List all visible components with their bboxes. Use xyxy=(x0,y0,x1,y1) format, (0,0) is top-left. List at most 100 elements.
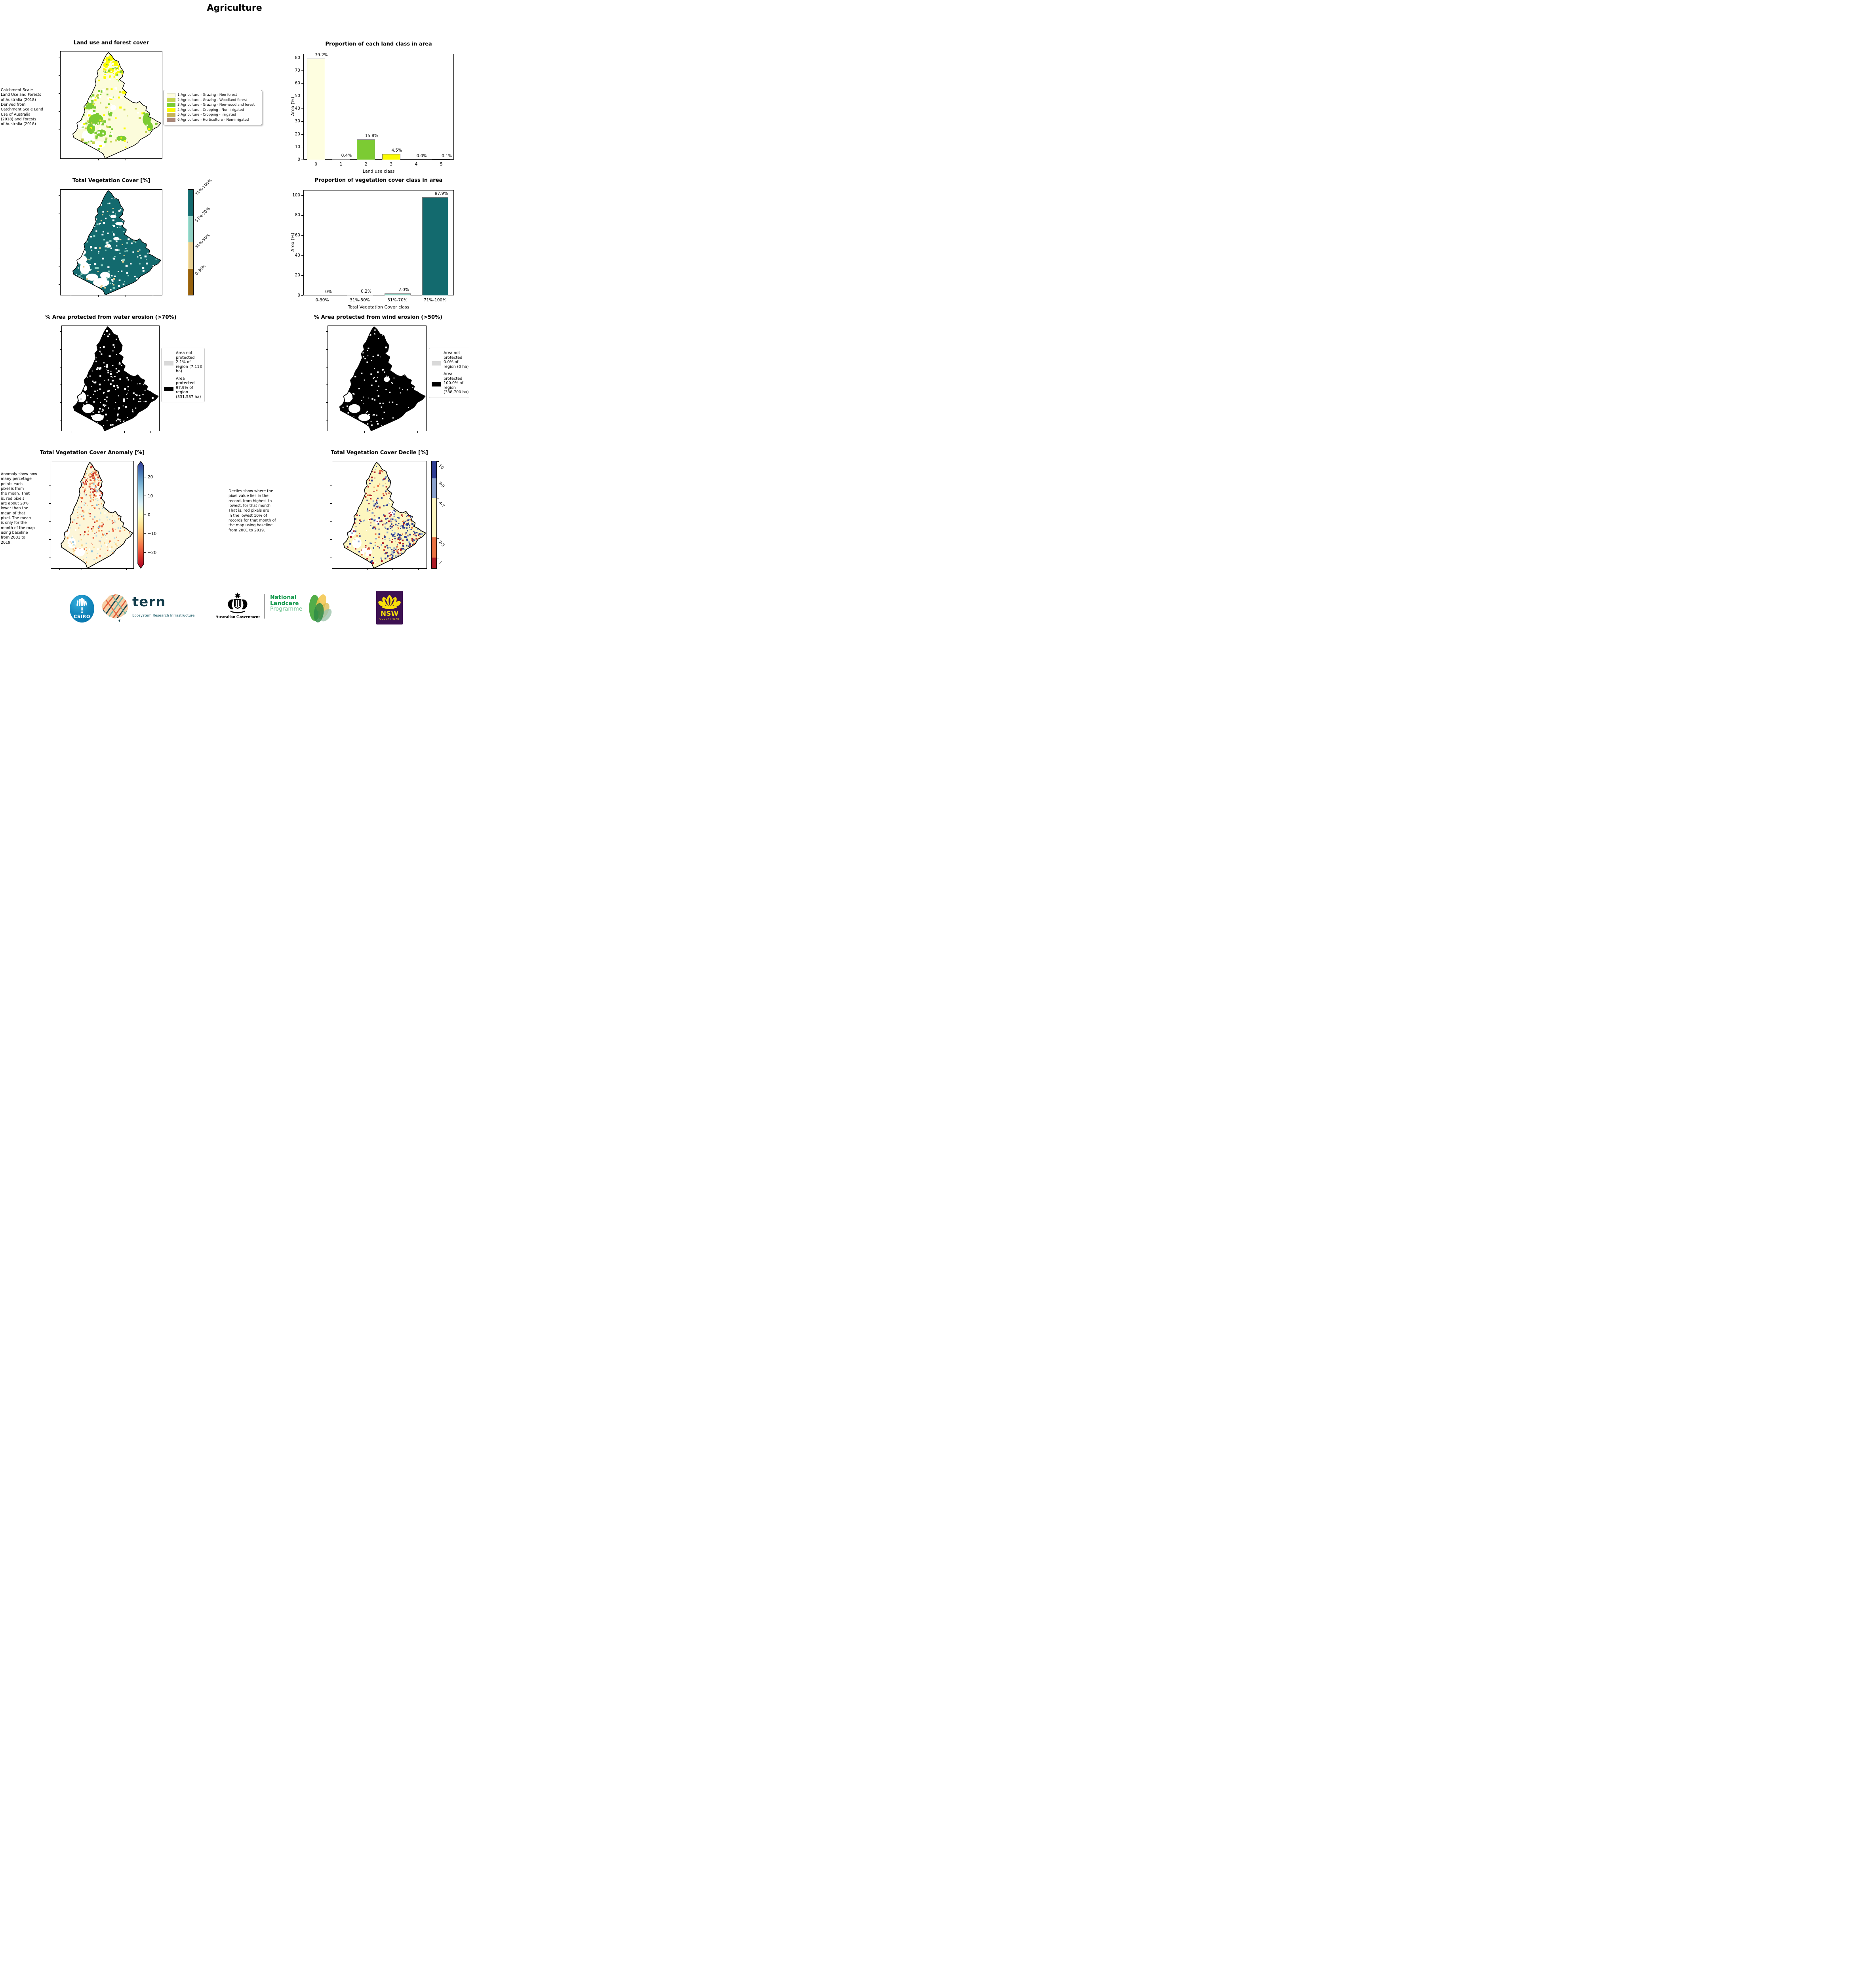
wind-erosion-map xyxy=(326,326,427,433)
y-tick-label: 60 xyxy=(295,80,300,86)
colorbar-segment xyxy=(188,216,193,242)
y-tick-label: 70 xyxy=(295,68,300,73)
y-tick-label: 80 xyxy=(295,213,300,218)
chart-title: Proportion of vegetation cover class in … xyxy=(314,177,443,183)
bar xyxy=(307,59,325,160)
landcare-leaves-icon xyxy=(309,594,332,623)
legend-swatch xyxy=(167,112,175,117)
map-xtick xyxy=(364,431,365,433)
legend-item: Area protected 97.9% of region (331,587 … xyxy=(164,377,202,400)
y-tick-label: 40 xyxy=(295,106,300,111)
tern-subtitle: Ecosystem Research Infrastructure xyxy=(132,614,195,618)
nsw-waratah-icon xyxy=(378,595,401,609)
bar-value-label: 97.9% xyxy=(434,191,448,196)
x-tick-label: 71%-100% xyxy=(423,298,447,303)
land-use-legend: 1 Agriculture - Grazing - Non forest 2 Ag… xyxy=(163,90,262,125)
bar xyxy=(332,159,350,160)
x-tick-label: 51%-70% xyxy=(387,298,408,303)
y-tick-label: 60 xyxy=(295,233,300,238)
y-axis-label: Area (%) xyxy=(290,97,295,116)
legend-item: 4 Agriculture - Cropping - Non-irrigated xyxy=(167,108,259,112)
nsw-logo: NSW GOVERNMENT xyxy=(376,591,403,624)
x-tick-label: 1 xyxy=(339,162,343,167)
map-decile-svg xyxy=(332,461,427,568)
colorbar-segment xyxy=(432,537,436,558)
legend-swatch xyxy=(432,361,441,366)
legend-label: Area not protected 0.0% of region (0 ha) xyxy=(444,351,469,369)
colorbar-label: 2-3 xyxy=(438,540,446,548)
legend-item: 6 Agriculture - Horticulture - Non-irrig… xyxy=(167,118,259,122)
veg-cover-map xyxy=(59,189,162,297)
tern-wordmark: tern xyxy=(132,594,166,610)
chart-title: Proportion of each land class in area xyxy=(325,41,432,47)
bar-value-label: 0.0% xyxy=(416,154,427,158)
anomaly-colorbar-svg: 20 10 0 −10 −20 xyxy=(137,461,156,569)
map-anomaly-svg xyxy=(51,461,133,568)
map-ytick xyxy=(330,539,332,540)
bar-value-label: 0% xyxy=(325,289,332,294)
bar xyxy=(384,293,411,295)
colorbar-segment xyxy=(432,461,436,479)
map-xtick xyxy=(417,431,418,433)
colorbar-segment xyxy=(432,557,436,568)
bar xyxy=(382,154,400,160)
y-tick-label: 40 xyxy=(295,253,300,258)
y-tick xyxy=(301,295,303,296)
australian-government-crest-icon xyxy=(228,592,248,613)
bar xyxy=(422,197,448,295)
anomaly-side-text: Anomaly show how many percetage points e… xyxy=(1,472,37,545)
anomaly-tick-label: 10 xyxy=(148,494,153,499)
map-wind-svg xyxy=(328,326,426,431)
decile-map xyxy=(330,461,427,570)
legend-swatch xyxy=(167,98,175,102)
legend-item: 2 Agriculture - Grazing - Woodland fores… xyxy=(167,98,259,102)
map-ytick xyxy=(59,284,60,285)
legend-swatch xyxy=(164,386,173,391)
legend-label: 6 Agriculture - Horticulture - Non-irrig… xyxy=(177,118,249,122)
anomaly-tick-label: 20 xyxy=(148,475,153,480)
colorbar-segment xyxy=(432,478,436,498)
anomaly-map xyxy=(49,461,134,570)
wind-erosion-legend: Area not protected 0.0% of region (0 ha)… xyxy=(429,348,469,398)
x-tick-label: 2 xyxy=(364,162,368,167)
csiro-hand-icon xyxy=(76,598,87,613)
decile-side-text: Deciles show where the pixel value lies … xyxy=(229,489,276,533)
map-xtick xyxy=(418,569,419,570)
y-tick xyxy=(301,70,303,71)
chart-plot-area xyxy=(303,54,454,160)
decile-map-title: Total Vegetation Cover Decile [%] xyxy=(331,450,428,456)
map-ytick xyxy=(60,402,61,403)
y-tick-label: 50 xyxy=(295,93,300,99)
veg-cover-map-title: Total Vegetation Cover [%] xyxy=(72,178,150,184)
map-water-svg xyxy=(62,326,159,431)
colorbar-tick xyxy=(437,461,439,462)
colorbar-segment xyxy=(188,268,193,295)
y-tick xyxy=(301,195,303,196)
colorbar-segment xyxy=(188,190,193,216)
y-tick xyxy=(301,83,303,84)
legend-swatch xyxy=(164,361,173,366)
anomaly-tick-label: 0 xyxy=(148,513,150,518)
nsw-government-label: GOVERNMENT xyxy=(379,618,400,621)
bar-value-label: 0.1% xyxy=(441,153,452,158)
map-ytick xyxy=(330,521,332,522)
y-tick xyxy=(301,121,303,122)
map-xtick xyxy=(392,569,393,570)
page-title: Agriculture xyxy=(207,3,262,13)
legend-label: 5 Agriculture - Cropping - Irrigated xyxy=(177,113,236,117)
y-axis-label: Area (%) xyxy=(290,232,295,252)
x-axis-label: Total Vegetation Cover class xyxy=(348,305,409,310)
y-tick-label: 0 xyxy=(297,157,300,162)
x-tick-label: 31%-50% xyxy=(350,298,370,303)
anomaly-tick-label: −10 xyxy=(148,531,156,536)
land-use-side-text: Catchment Scale Land Use and Forests of … xyxy=(1,88,44,127)
bar-value-label: 79.2% xyxy=(314,53,328,58)
legend-label: 1 Agriculture - Grazing - Non forest xyxy=(177,93,237,97)
y-tick-label: 20 xyxy=(295,273,300,278)
australian-government-label: Australian Government xyxy=(215,615,260,619)
legend-item: Area protected 100.0% of region (338,700… xyxy=(432,372,469,395)
y-tick xyxy=(301,134,303,135)
y-tick-label: 30 xyxy=(295,119,300,124)
colorbar-label: 31%-50% xyxy=(194,233,211,250)
csiro-logo: CSIRO xyxy=(70,595,94,623)
